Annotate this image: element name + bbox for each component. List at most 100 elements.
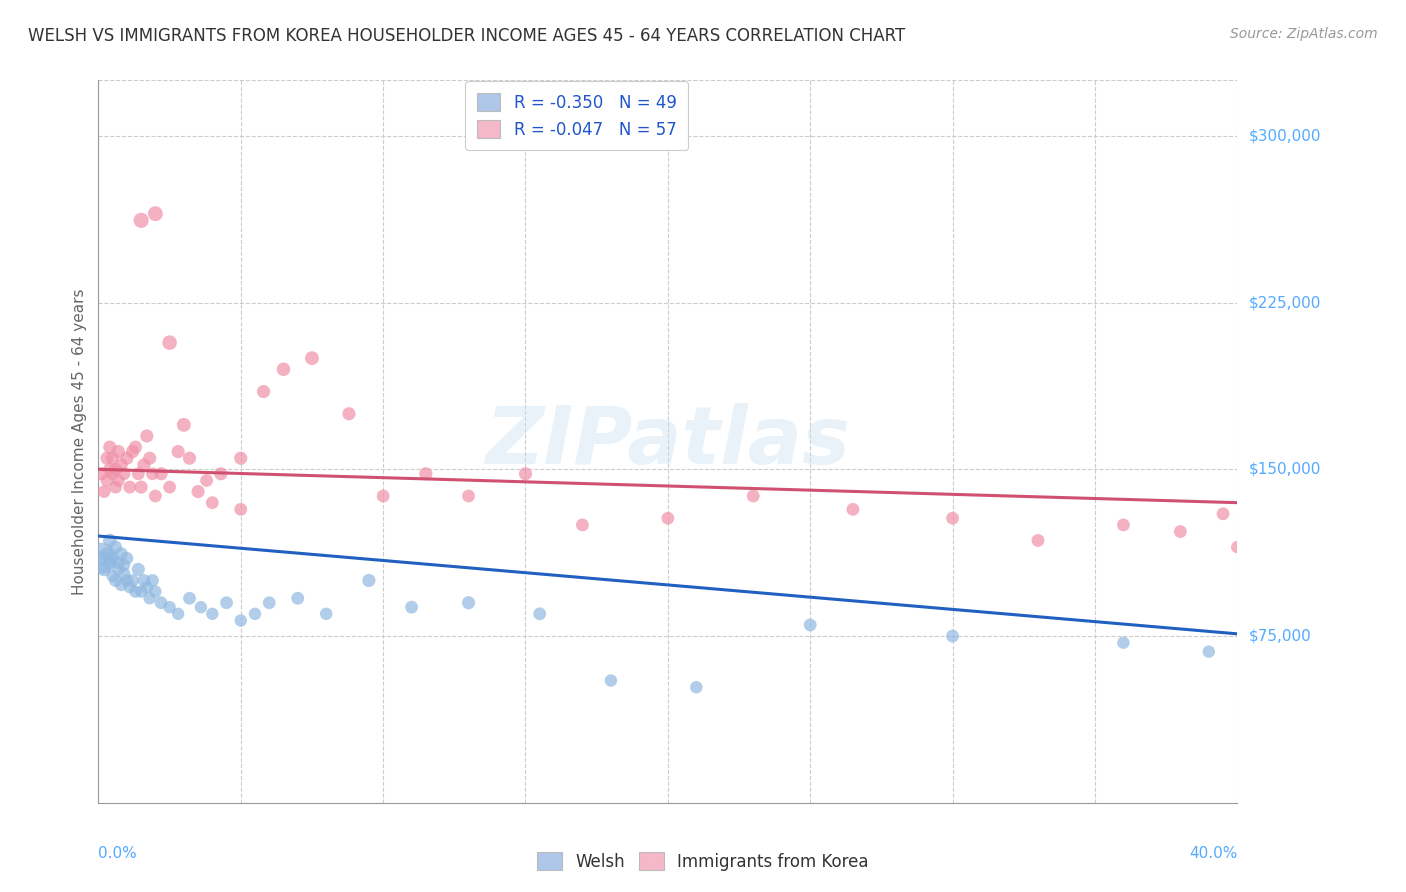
Point [135,580,157,594]
Point [229,451,252,466]
Text: $225,000: $225,000 [1249,295,1320,310]
Point [187,484,209,499]
Point [115,574,138,588]
Point [118,580,141,594]
Point [93,562,115,576]
Point [145,584,167,599]
Point [90,551,112,566]
Point [124,584,146,599]
Point [150,596,173,610]
Text: WELSH VS IMMIGRANTS FROM KOREA HOUSEHOLDER INCOME AGES 45 - 64 YEARS CORRELATION: WELSH VS IMMIGRANTS FROM KOREA HOUSEHOLD… [28,27,905,45]
Point [229,502,252,516]
Point [1112,636,1135,650]
Point [159,480,181,494]
Point [150,467,173,481]
Point [112,566,135,581]
Point [96,451,118,466]
Point [141,574,163,588]
Point [96,474,118,488]
Point [101,467,124,481]
Point [98,556,121,570]
Point [1226,540,1249,554]
Point [124,440,146,454]
Point [118,480,141,494]
Point [685,680,707,694]
Point [301,351,323,366]
Point [93,484,115,499]
Point [98,462,121,476]
Point [135,429,157,443]
Point [229,614,252,628]
Point [107,444,129,458]
Point [129,584,152,599]
Point [138,451,160,466]
Point [600,673,623,688]
Point [127,467,149,481]
Point [127,562,149,576]
Point [107,556,129,570]
Point [98,533,121,548]
Point [107,562,129,576]
Point [173,417,195,432]
Point [110,578,132,592]
Point [121,444,143,458]
Legend: Welsh, Immigrants from Korea: Welsh, Immigrants from Korea [529,844,877,880]
Point [209,467,232,481]
Point [1026,533,1049,548]
Point [195,474,218,488]
Point [842,502,865,516]
Point [121,574,143,588]
Point [107,474,129,488]
Point [742,489,765,503]
Legend: R = -0.350   N = 49, R = -0.047   N = 57: R = -0.350 N = 49, R = -0.047 N = 57 [465,81,688,151]
Point [1170,524,1192,539]
Point [243,607,266,621]
Point [1112,517,1135,532]
Text: Source: ZipAtlas.com: Source: ZipAtlas.com [1230,27,1378,41]
Point [529,607,551,621]
Point [112,467,135,481]
Point [101,451,124,466]
Point [96,547,118,561]
Point [799,618,821,632]
Point [115,551,138,566]
Point [104,462,127,476]
Point [457,596,479,610]
Point [138,591,160,606]
Point [167,444,190,458]
Point [101,551,124,566]
Point [942,511,965,525]
Point [90,551,112,566]
Point [942,629,965,643]
Point [110,547,132,561]
Point [201,607,224,621]
Point [1198,645,1220,659]
Point [401,600,423,615]
Point [141,467,163,481]
Point [571,517,593,532]
Point [132,458,155,472]
Point [104,540,127,554]
Point [415,467,437,481]
Point [104,480,127,494]
Point [337,407,360,421]
Point [457,489,479,503]
Point [373,489,395,503]
Point [98,440,121,454]
Text: ZIPatlas: ZIPatlas [485,402,851,481]
Point [132,574,155,588]
Text: $300,000: $300,000 [1249,128,1320,144]
Text: $75,000: $75,000 [1249,629,1312,643]
Point [112,558,135,572]
Point [115,451,138,466]
Point [201,496,224,510]
Point [259,596,281,610]
Point [357,574,380,588]
Point [273,362,295,376]
Text: 0.0%: 0.0% [98,847,138,861]
Point [145,489,167,503]
Point [129,213,152,227]
Text: 40.0%: 40.0% [1189,847,1237,861]
Point [110,458,132,472]
Y-axis label: Householder Income Ages 45 - 64 years: Householder Income Ages 45 - 64 years [72,288,87,595]
